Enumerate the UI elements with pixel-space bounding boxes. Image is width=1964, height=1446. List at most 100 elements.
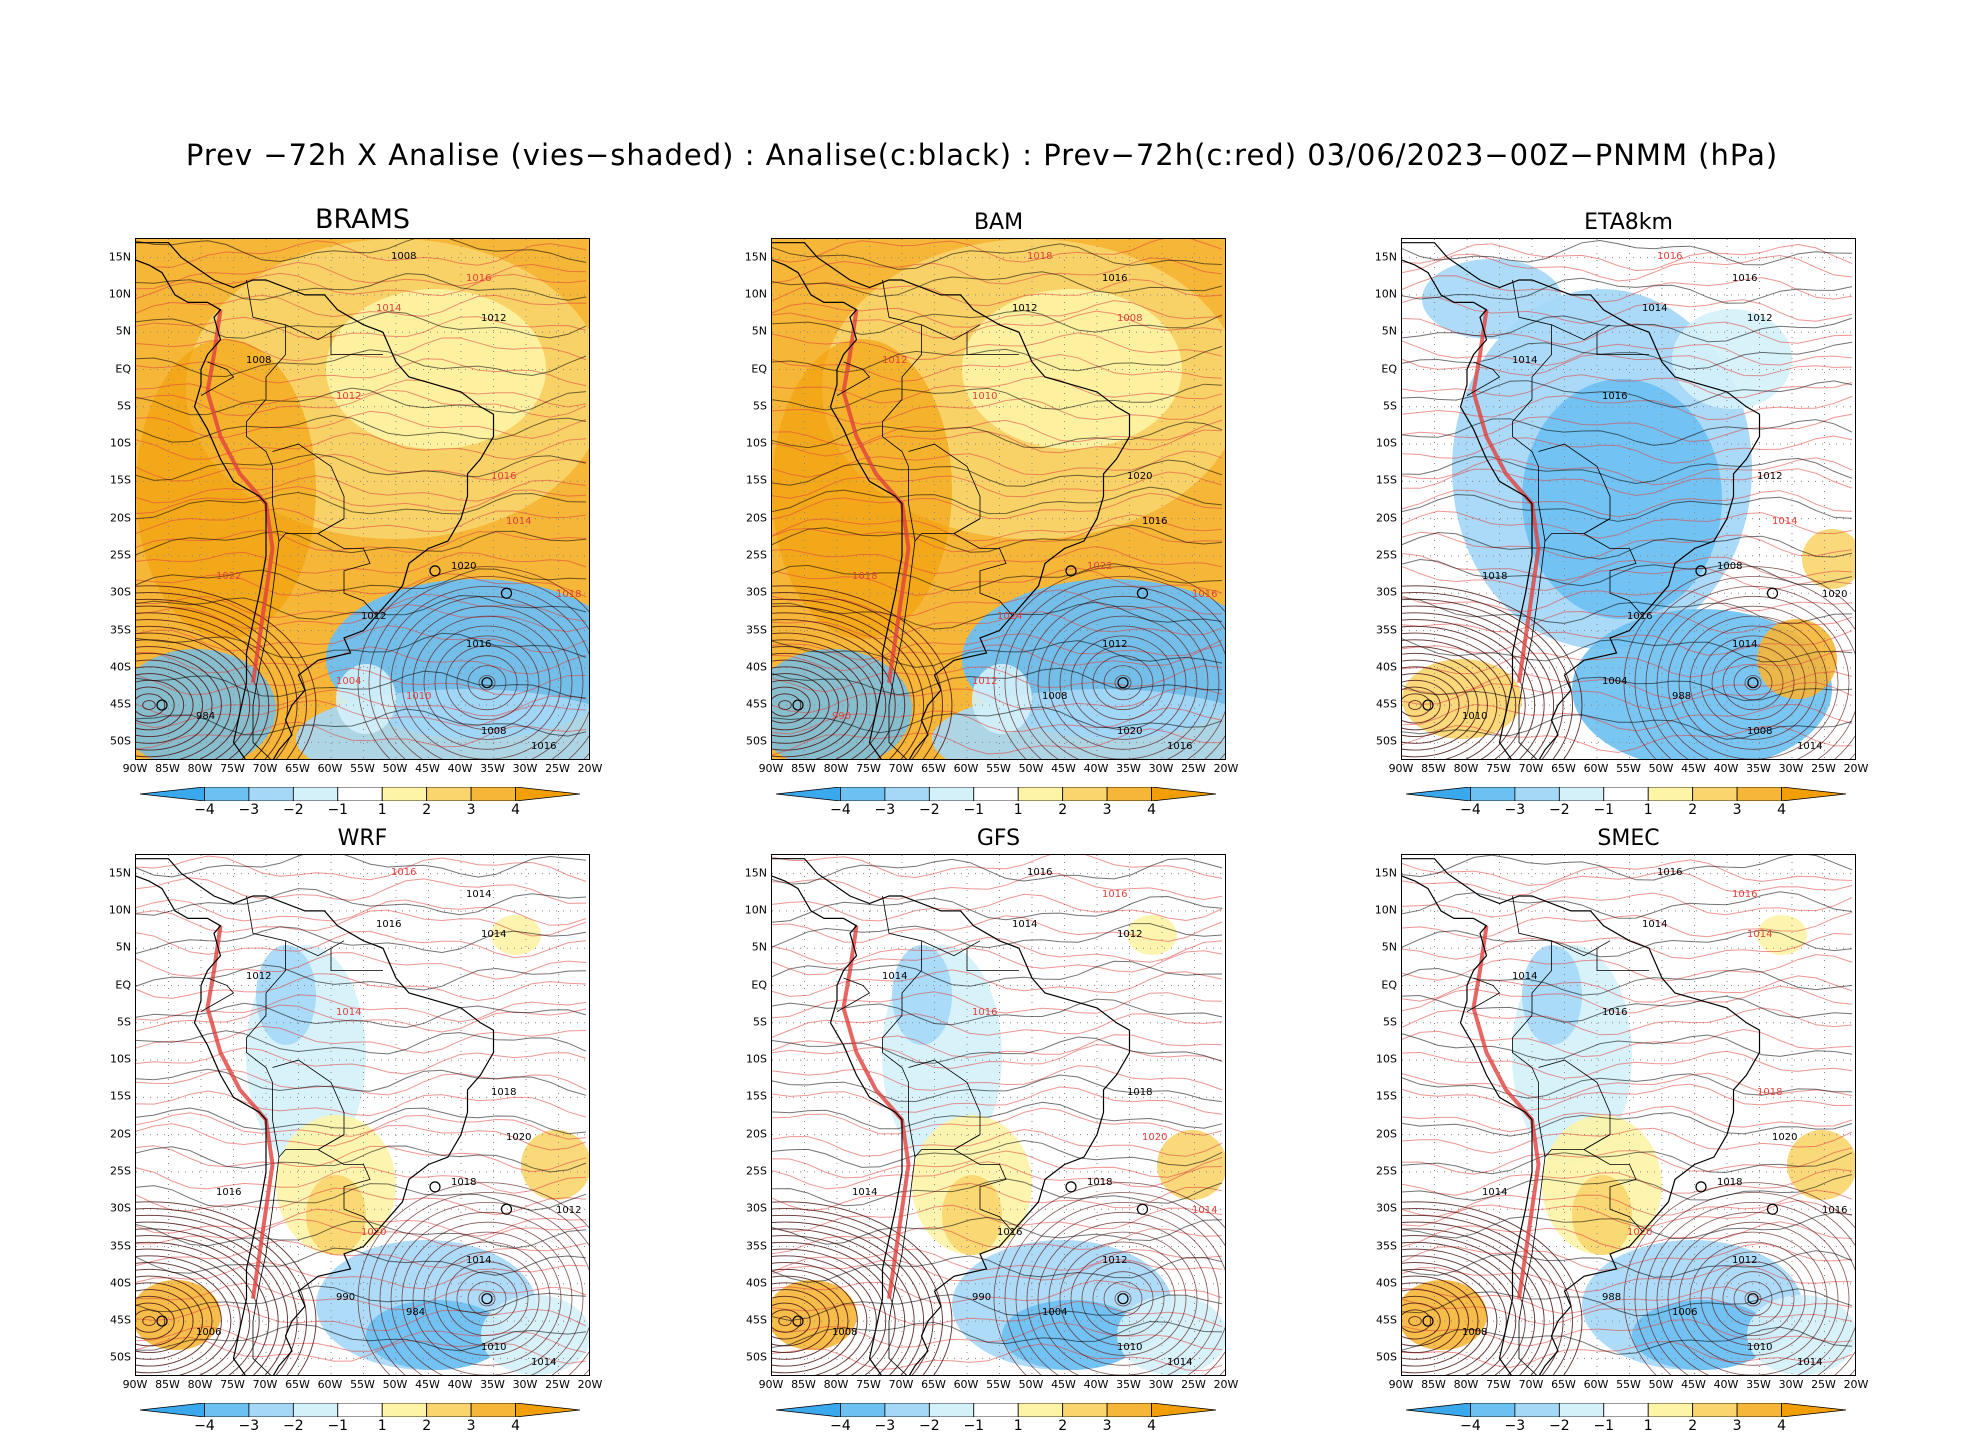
- colorbar-segment: [1151, 786, 1217, 802]
- cyclone-isobar: [136, 666, 203, 744]
- pressure-center: [792, 699, 804, 711]
- cyclone-isobar: [467, 1281, 507, 1317]
- latitude-tick-label: 15N: [1374, 866, 1397, 880]
- cyclone-isobar: [1689, 625, 1817, 740]
- cyclone-isobar: [412, 1231, 562, 1366]
- cyclone-isobar: [368, 1192, 589, 1375]
- colorbar: −4 −3 −2 −1 1 2 3 4: [775, 1402, 1217, 1442]
- contour-value-label: 1020: [1822, 589, 1847, 600]
- isobar-line: [772, 947, 1223, 976]
- map-svg: 1008 1016 1014 1012 1008 1012 1016 1014 1022 1012…: [136, 239, 589, 759]
- cyclone-isobar: [772, 666, 839, 744]
- cyclone-isobar: [1070, 1251, 1176, 1346]
- isobar-line: [136, 349, 587, 378]
- cyclone-isobar: [357, 1182, 589, 1375]
- country-border: [285, 940, 345, 957]
- country-border: [1538, 1119, 1611, 1158]
- contour-value-label: 1006: [196, 1327, 221, 1338]
- colorbar-tick-label: 1: [1643, 802, 1653, 818]
- longitude-axis: 90W 85W 80W 75W 70W 65W 60W 55W 50W 45W 40W 35W 30W 2…: [1389, 1378, 1869, 1394]
- isobar-line: [772, 1258, 1223, 1282]
- map-svg: 1018 1016 1012 1008 1012 1010 1020 1016 1018 1024…: [772, 239, 1225, 759]
- cyclone-isobar: [390, 595, 584, 759]
- country-border: [966, 332, 1019, 355]
- longitude-tick-label: 75W: [1486, 762, 1511, 775]
- cyclone-isobar: [1092, 1271, 1154, 1327]
- andes-contour-cluster: [1471, 925, 1541, 1299]
- coastline: [1402, 858, 1761, 1375]
- latitude-tick-label: 35S: [1376, 1239, 1397, 1252]
- colorbar-tick-label: −4: [830, 802, 851, 818]
- cyclone-isobar: [467, 665, 507, 701]
- isobar-line: [1402, 1221, 1853, 1250]
- country-border: [1512, 399, 1539, 504]
- cyclone-isobar: [1402, 625, 1526, 759]
- cyclone-isobar: [1092, 655, 1154, 711]
- isobar-line: [136, 1220, 587, 1249]
- pressure-center: [1136, 1203, 1149, 1215]
- contour-value-label: 1024: [997, 611, 1022, 622]
- cyclone-isobar: [136, 1221, 289, 1375]
- cyclone-isobar: [772, 652, 858, 758]
- isobar-line: [136, 379, 587, 408]
- cyclone-isobar: [772, 679, 821, 731]
- cyclone-isobar: [412, 1231, 562, 1366]
- country-border: [882, 1015, 909, 1120]
- cyclone-isobar: [379, 586, 589, 759]
- latitude-tick-label: 10N: [744, 903, 767, 917]
- isobar-line: [136, 624, 587, 654]
- latitude-tick-label: 35S: [1376, 623, 1397, 636]
- isobar-line: [1402, 638, 1853, 663]
- contour-value-label: 1016: [1627, 611, 1652, 622]
- isobar-line: [772, 991, 1223, 1019]
- cyclone-isobar: [1402, 1282, 1469, 1360]
- contour-value-label: 1014: [376, 303, 401, 314]
- cyclone-isobar: [1004, 1192, 1225, 1375]
- colorbar-segment: [1736, 786, 1782, 802]
- latitude-tick-label: EQ: [115, 978, 131, 991]
- isobar-line: [136, 994, 587, 1023]
- isobar-line: [1402, 457, 1853, 486]
- contour-value-label: 1012: [1012, 303, 1037, 314]
- contour-value-label: 1018: [1127, 1087, 1152, 1098]
- cyclone-isobar: [136, 1235, 270, 1375]
- cyclone-isobar: [1026, 595, 1220, 759]
- longitude-tick-label: 25W: [1181, 762, 1206, 775]
- longitude-tick-label: 80W: [823, 1378, 849, 1391]
- isobar-line: [136, 1004, 587, 1033]
- cyclone-isobar: [390, 1211, 584, 1375]
- bias-shading: [1127, 915, 1177, 955]
- latitude-tick-label: 15S: [1376, 1089, 1397, 1103]
- contour-value-label: 1016: [1657, 251, 1682, 262]
- latitude-tick-label: 50S: [1376, 734, 1397, 748]
- isobar-line: [136, 1166, 587, 1194]
- isobar-line: [136, 530, 587, 556]
- cyclone-isobar: [357, 566, 589, 759]
- map-panel-wrf: WRF 15N 10N 5N EQ 5S 10S 15S 20S 25S 30S 35S 40S 45S 5…: [85, 826, 685, 1446]
- cyclone-isobar: [772, 1235, 906, 1375]
- isobar-line: [1402, 1073, 1852, 1099]
- longitude-tick-label: 70W: [252, 1378, 278, 1391]
- isobar-line: [772, 513, 1223, 542]
- isobar-line: [1402, 589, 1853, 612]
- latitude-tick-label: 45S: [1376, 1313, 1397, 1327]
- cyclone-isobar: [379, 1202, 589, 1375]
- isobar-line: [772, 872, 1223, 901]
- isobar-line: [772, 345, 1223, 373]
- longitude-axis: 90W 85W 80W 75W 70W 65W 60W 55W 50W 45W 40W 35W 30W 2…: [123, 762, 603, 778]
- isobar-line: [772, 915, 1223, 943]
- figure-title: Prev −72h X Analise (vies−shaded) : Anal…: [185, 138, 1779, 172]
- contour-value-label: 1014: [466, 1255, 491, 1266]
- contour-value-label: 1008: [246, 355, 271, 366]
- colorbar-segment: [973, 1402, 1019, 1418]
- colorbar: −4 −3 −2 −1 1 2 3 4: [775, 786, 1217, 826]
- isobar-line: [1402, 597, 1853, 624]
- country-border: [1512, 895, 1552, 1016]
- contour-value-label: 1016: [997, 1227, 1022, 1238]
- longitude-tick-label: 50W: [1018, 762, 1044, 775]
- isobar-line: [772, 644, 1223, 672]
- latitude-tick-label: 25S: [746, 548, 767, 562]
- latitude-tick-label: 15S: [1376, 473, 1397, 487]
- pressure-center: [1766, 1203, 1779, 1215]
- country-border: [246, 1015, 273, 1120]
